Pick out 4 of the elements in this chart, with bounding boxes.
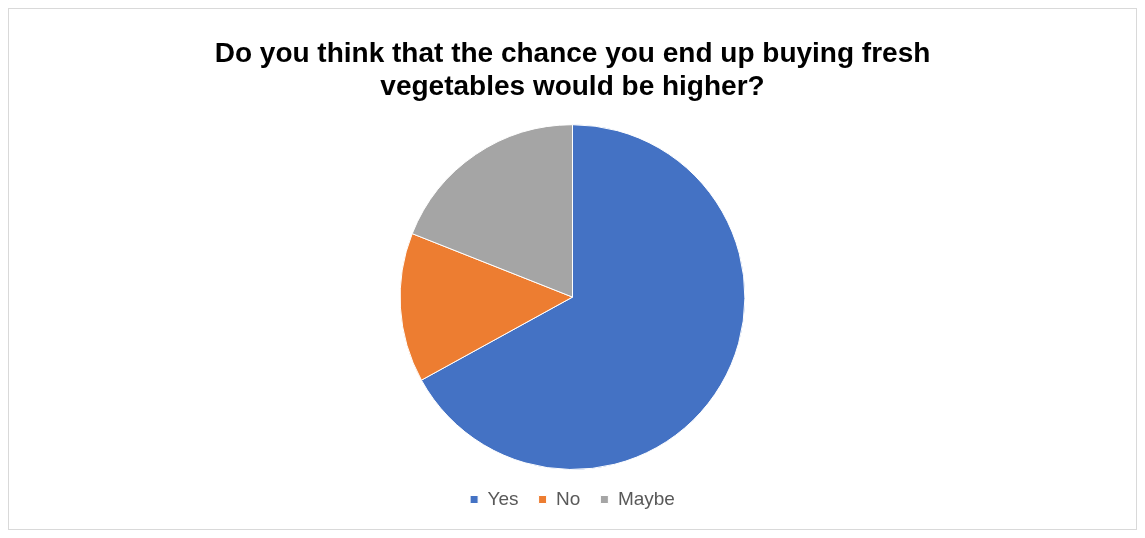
chart-title: Do you think that the chance you end up buying fresh vegetables would be higher? bbox=[214, 36, 931, 102]
legend-label: Yes bbox=[487, 487, 519, 509]
legend-label: Maybe bbox=[617, 487, 675, 509]
legend-label: No bbox=[556, 487, 581, 509]
